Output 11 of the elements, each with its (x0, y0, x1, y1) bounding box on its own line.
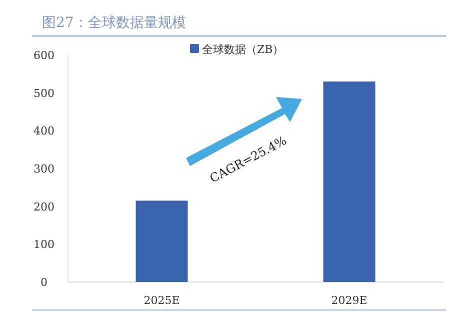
x-tick-label: 2025E (144, 294, 180, 307)
y-tick-label: 200 (34, 200, 54, 214)
legend-label: 全球数据（ZB） (202, 43, 284, 56)
y-tick-label: 400 (34, 124, 54, 138)
y-tick-label: 0 (40, 276, 48, 289)
x-tick-label: 2029E (331, 294, 368, 307)
chart-title: 图27：全球数据量规模 (42, 15, 186, 31)
y-tick-label: 600 (34, 49, 54, 62)
y-tick-label: 100 (34, 238, 54, 252)
y-tick-label: 300 (34, 162, 54, 176)
y-tick-label: 500 (34, 86, 54, 100)
